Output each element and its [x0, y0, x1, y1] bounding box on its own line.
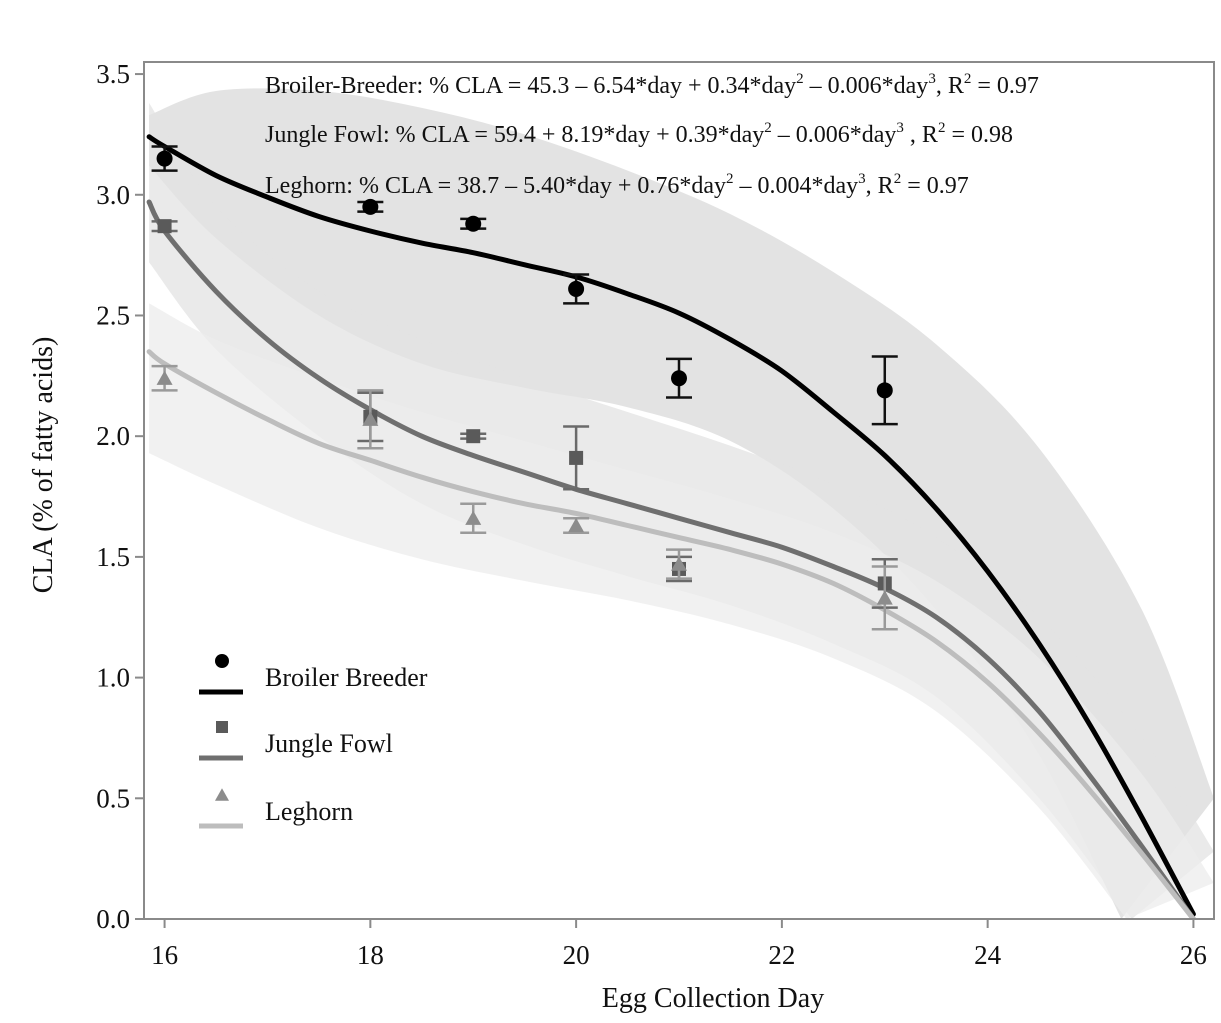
fit-equation: Jungle Fowl: % CLA = 59.4 + 8.19*day + 0… [265, 120, 1013, 148]
y-tick-label: 1.0 [96, 663, 130, 693]
x-axis: 16 18 20 22 24 26 [151, 919, 1207, 970]
x-tick-label: 16 [151, 940, 178, 970]
legend-item-jungle-fowl: Jungle Fowl [199, 721, 393, 761]
x-tick-label: 22 [768, 940, 795, 970]
y-tick-label: 3.5 [96, 59, 130, 89]
data-point-broiler-breeder [156, 150, 173, 167]
data-point-broiler-breeder [876, 382, 893, 399]
x-tick-label: 24 [974, 940, 1002, 970]
equation-superscript: 2 [796, 71, 804, 87]
fit-equation: Broiler-Breeder: % CLA = 45.3 – 6.54*day… [265, 71, 1039, 99]
y-axis: 0.0 0.5 1.0 1.5 2.0 2.5 3.0 3.5 [96, 59, 144, 934]
equation-superscript: 2 [964, 71, 972, 87]
equation-superscript: 2 [726, 171, 734, 187]
equation-text: = 0.97 [971, 73, 1039, 99]
fit-line-broiler-breeder [146, 134, 1196, 917]
fit-equation: Leghorn: % CLA = 38.7 – 5.40*day + 0.76*… [265, 171, 969, 199]
equation-text: Broiler-Breeder: % CLA = 45.3 – 6.54*day… [265, 73, 796, 99]
data-point-broiler-breeder [465, 215, 482, 232]
data-point-jungle-fowl [466, 429, 481, 444]
equation-text: – 0.006*day [804, 73, 929, 99]
x-axis-title: Egg Collection Day [602, 983, 824, 1014]
equation-text: = 0.97 [901, 173, 969, 199]
equation-text: , R [866, 173, 894, 199]
equation-superscript: 3 [858, 171, 866, 187]
equation-superscript: 2 [764, 120, 772, 136]
data-point-leghorn [671, 556, 687, 571]
legend: Broiler Breeder Jungle Fowl Leghorn [199, 654, 428, 829]
y-tick-label: 1.5 [96, 542, 130, 572]
equation-text: , R [936, 73, 964, 99]
legend-item-leghorn: Leghorn [199, 788, 353, 829]
series-leghorn [151, 364, 898, 631]
data-point-leghorn [465, 510, 482, 525]
x-tick-label: 18 [357, 940, 384, 970]
legend-label: Leghorn [265, 797, 353, 826]
legend-label: Jungle Fowl [265, 729, 393, 758]
data-point-broiler-breeder [671, 370, 687, 387]
data-point-broiler-breeder [568, 280, 585, 297]
data-point-jungle-fowl [157, 219, 172, 234]
x-tick-label: 26 [1180, 940, 1207, 970]
equation-superscript: 3 [928, 71, 936, 87]
equation-text: – 0.004*day [734, 173, 859, 199]
data-points [151, 145, 898, 631]
data-point-leghorn [362, 411, 379, 426]
data-point-broiler-breeder [362, 198, 379, 215]
y-tick-label: 0.0 [96, 904, 130, 934]
legend-marker-leghorn [215, 788, 229, 801]
legend-marker-broiler-breeder [215, 654, 229, 668]
y-tick-label: 2.0 [96, 421, 130, 451]
data-point-jungle-fowl [569, 450, 584, 465]
plot-frame [143, 61, 1215, 920]
equation-text: = 0.98 [945, 122, 1013, 148]
data-point-leghorn [156, 370, 173, 385]
equation-text: , R [904, 122, 938, 148]
equation-superscript: 2 [938, 120, 946, 136]
fit-lines [146, 134, 1196, 919]
fit-equations: Broiler-Breeder: % CLA = 45.3 – 6.54*day… [265, 71, 1039, 199]
fit-line-jungle-fowl [146, 199, 1196, 919]
equation-text: Leghorn: % CLA = 38.7 – 5.40*day + 0.76*… [265, 173, 726, 199]
data-point-leghorn [568, 517, 585, 533]
y-tick-label: 3.0 [96, 180, 130, 210]
fit-line-leghorn [146, 349, 1196, 919]
equation-text: Jungle Fowl: % CLA = 59.4 + 8.19*day + 0… [265, 122, 764, 148]
confidence-band-broiler-breeder [149, 88, 1214, 919]
series-broiler-breeder [151, 145, 898, 426]
y-tick-label: 2.5 [96, 300, 130, 330]
legend-item-broiler-breeder: Broiler Breeder [199, 654, 428, 695]
equation-text: – 0.006*day [772, 122, 897, 148]
data-point-leghorn [876, 590, 893, 605]
y-tick-label: 0.5 [96, 783, 130, 813]
legend-label: Broiler Breeder [265, 663, 428, 692]
equation-superscript: 3 [896, 120, 904, 136]
legend-marker-jungle-fowl [216, 721, 228, 733]
confidence-bands [149, 88, 1214, 919]
confidence-band-leghorn [149, 303, 1214, 919]
x-tick-label: 20 [563, 940, 590, 970]
y-axis-title: CLA (% of fatty acids) [28, 337, 59, 594]
equation-superscript: 2 [894, 171, 902, 187]
